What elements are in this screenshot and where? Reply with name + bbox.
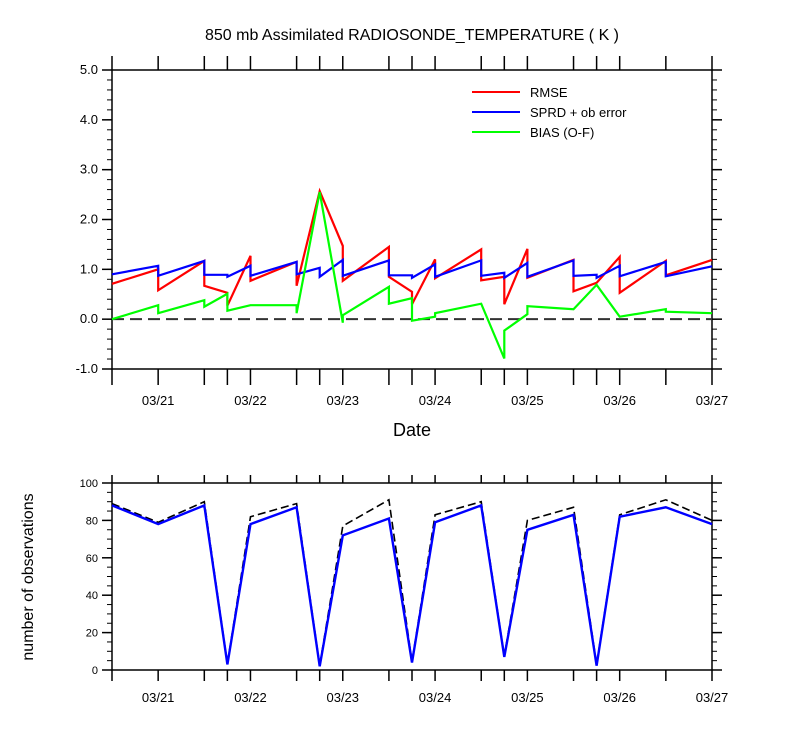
y-tick-label: -1.0 — [76, 361, 98, 376]
y-tick-label: 0 — [92, 665, 98, 677]
x-tick-label: 03/24 — [419, 393, 452, 408]
series-line-sprd-ob-error — [111, 257, 713, 280]
plot-frame — [111, 482, 713, 671]
x-tick-label: 03/21 — [142, 690, 175, 705]
y-tick-label: 40 — [86, 590, 98, 602]
x-tick-label: 03/27 — [696, 393, 729, 408]
y-tick-label: 4.0 — [80, 112, 98, 127]
x-tick-label: 03/26 — [603, 690, 636, 705]
y-tick-label: 2.0 — [80, 212, 98, 227]
x-tick-label: 03/22 — [234, 690, 267, 705]
x-tick-label: 03/21 — [142, 393, 175, 408]
bottom-panel: 03/21 03/22 03/23 03/24 03/25 03/26 03/27 0 20 40… — [80, 475, 729, 705]
x-tick-label: 03/25 — [511, 393, 544, 408]
legend-label: SPRD + ob error — [530, 105, 627, 120]
chart-title: 850 mb Assimilated RADIOSONDE_TEMPERATUR… — [205, 27, 619, 44]
y-tick-label: 3.0 — [80, 162, 98, 177]
y-tick-label: 20 — [86, 628, 98, 640]
x-tick-label: 03/26 — [603, 393, 636, 408]
series-line-rmse — [111, 187, 713, 307]
y-tick-label: 5.0 — [80, 62, 98, 77]
y-tick-label: 100 — [80, 478, 98, 490]
series-line-assimilated-observations — [111, 503, 713, 667]
series-line-bias-o-f — [111, 191, 713, 359]
x-tick-label: 03/27 — [696, 690, 729, 705]
top-panel: 03/21 03/22 03/23 03/24 03/25 03/26 03/27 5.0 4.… — [76, 56, 729, 408]
x-tick-label: 03/25 — [511, 690, 544, 705]
legend-label: RMSE — [530, 85, 568, 100]
legend-label: BIAS (O-F) — [530, 125, 594, 140]
y-tick-label: 0.0 — [80, 311, 98, 326]
series-line-total-observations — [111, 498, 713, 666]
y-tick-label: 60 — [86, 553, 98, 565]
y-axis-label-bottom: number of observations — [20, 493, 37, 660]
y-tick-label: 1.0 — [80, 261, 98, 276]
x-tick-label: 03/23 — [326, 393, 359, 408]
x-tick-label: 03/22 — [234, 393, 267, 408]
y-tick-label: 80 — [86, 515, 98, 527]
x-tick-label: 03/23 — [326, 690, 359, 705]
x-tick-label: 03/24 — [419, 690, 452, 705]
x-axis-label: Date — [393, 420, 431, 440]
